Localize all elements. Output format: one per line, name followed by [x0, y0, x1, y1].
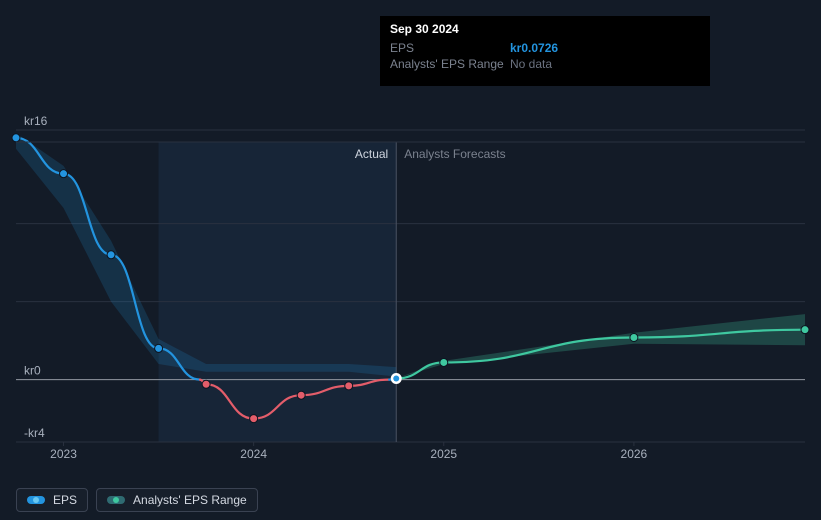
legend-item-eps[interactable]: EPS — [16, 488, 88, 512]
legend-swatch-icon — [107, 496, 125, 504]
tooltip-table: EPS kr0.0726 Analysts' EPS Range No data — [390, 40, 700, 72]
legend-label: EPS — [53, 493, 77, 507]
svg-text:kr0: kr0 — [24, 364, 41, 378]
svg-text:2026: 2026 — [621, 447, 648, 461]
legend-item-range[interactable]: Analysts' EPS Range — [96, 488, 258, 512]
legend-swatch-icon — [27, 496, 45, 504]
tooltip-row-label: Analysts' EPS Range — [390, 56, 510, 72]
svg-text:kr16: kr16 — [24, 114, 48, 128]
tooltip-row-value: kr0.0726 — [510, 40, 700, 56]
tooltip-row-label: EPS — [390, 40, 510, 56]
tooltip-date: Sep 30 2024 — [390, 22, 700, 36]
svg-text:2024: 2024 — [240, 447, 267, 461]
svg-text:2025: 2025 — [430, 447, 457, 461]
eps-forecast-chart: { "chart": { "type": "line-with-range", … — [0, 0, 821, 520]
svg-text:Analysts Forecasts: Analysts Forecasts — [404, 147, 505, 161]
legend-label: Analysts' EPS Range — [133, 493, 247, 507]
svg-text:Actual: Actual — [355, 147, 388, 161]
svg-text:-kr4: -kr4 — [24, 426, 45, 440]
chart-legend: EPS Analysts' EPS Range — [16, 488, 258, 512]
chart-tooltip: Sep 30 2024 EPS kr0.0726 Analysts' EPS R… — [380, 16, 710, 86]
svg-text:2023: 2023 — [50, 447, 77, 461]
tooltip-row-value: No data — [510, 56, 700, 72]
